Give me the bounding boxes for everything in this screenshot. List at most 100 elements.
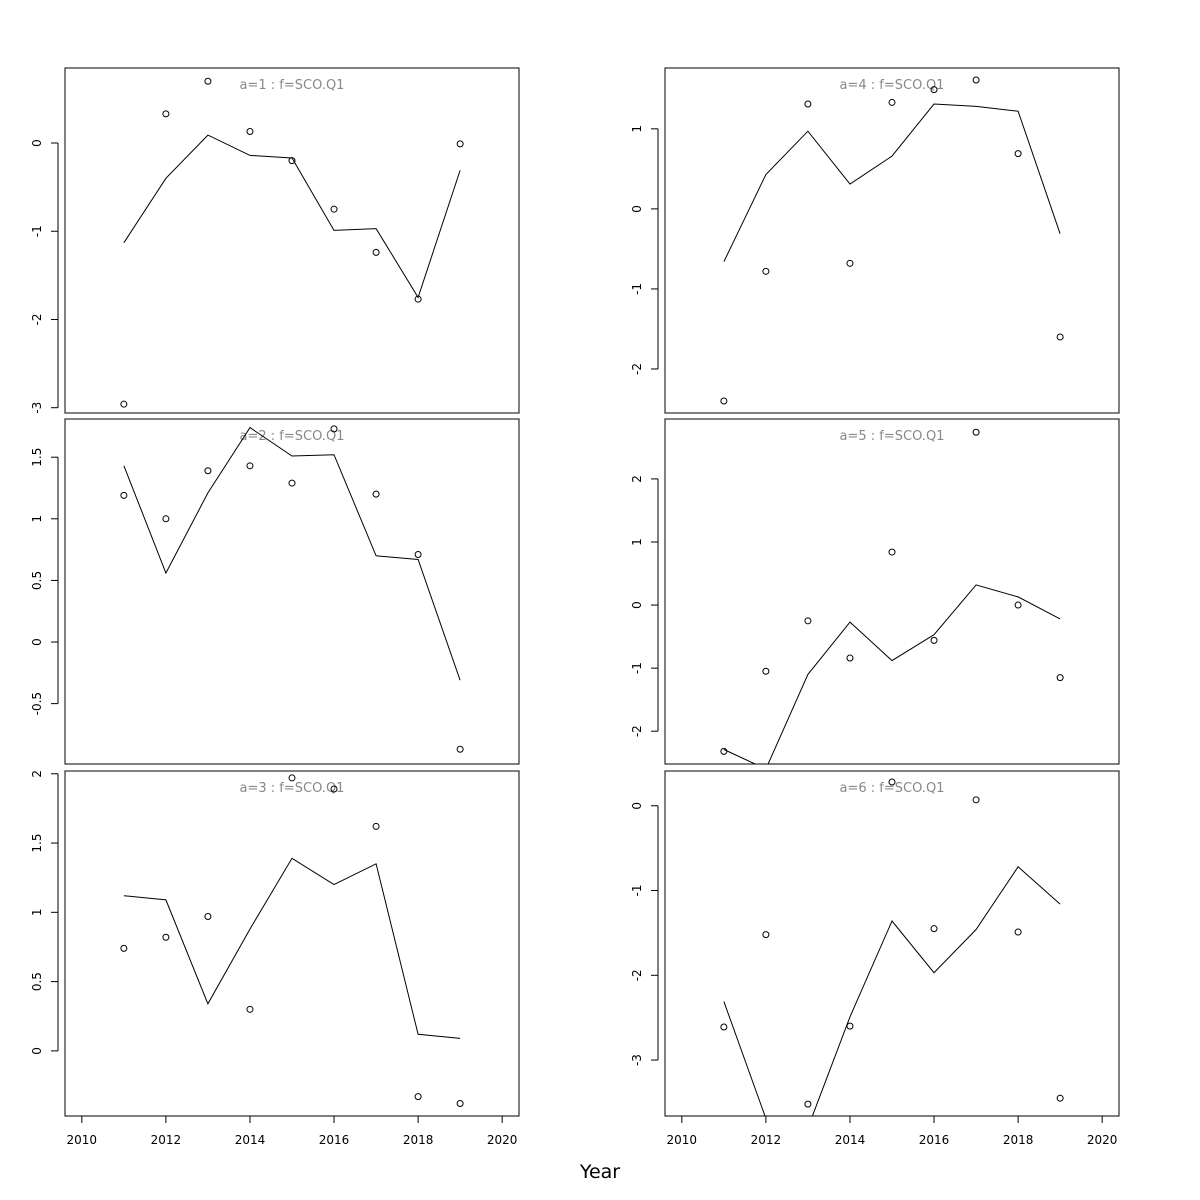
observed-point (162, 110, 170, 118)
fitted-line (723, 866, 1061, 1116)
observed-point (762, 267, 770, 275)
observed-point (1056, 1094, 1064, 1102)
panel-a2: a=2 : f=SCO.Q1 1.5 1 0.5 0 -0.5 (30, 418, 520, 765)
fitted-line (723, 103, 1061, 262)
plot-frame (64, 770, 520, 1117)
observed-point (804, 100, 812, 108)
panel-a5: a=5 : f=SCO.Q1 2 1 0 -1 -2 (630, 418, 1120, 765)
observed-point (456, 140, 464, 148)
observed-point (720, 1023, 728, 1031)
y-tick-label: 0 (30, 1047, 44, 1055)
y-tick-label: 1 (30, 515, 44, 523)
y-tick-label: 0.5 (30, 972, 44, 991)
y-tick-label: -1 (30, 225, 44, 237)
observed-point (1056, 333, 1064, 341)
observed-point (930, 86, 938, 94)
y-tick-label: 0 (630, 601, 644, 609)
observed-point (204, 467, 212, 475)
y-tick-label: 0 (30, 139, 44, 147)
y-tick-label: 1 (630, 125, 644, 133)
fitted-line (123, 857, 461, 1039)
observed-point (120, 944, 128, 952)
panel-a1: a=1 : f=SCO.Q1 0 -1 -2 -3 (30, 67, 520, 414)
observed-point (456, 745, 464, 753)
observed-point (372, 822, 380, 830)
observed-point (888, 778, 896, 786)
observed-point (414, 1093, 422, 1101)
x-tick-label: 2016 (919, 1133, 950, 1147)
fitted-line (123, 426, 461, 681)
observed-point (162, 933, 170, 941)
observed-point (846, 654, 854, 662)
observed-point (1014, 928, 1022, 936)
x-tick-label: 2014 (835, 1133, 866, 1147)
observed-point (804, 617, 812, 625)
x-tick-label: 2012 (151, 1133, 182, 1147)
observed-point (1014, 601, 1022, 609)
x-tick-label: 2018 (403, 1133, 434, 1147)
y-tick-label: -3 (630, 1054, 644, 1066)
y-tick-label: 1.5 (30, 448, 44, 467)
observed-point (162, 515, 170, 523)
y-tick-label: -1 (630, 662, 644, 674)
observed-point (330, 785, 338, 793)
observed-point (288, 157, 296, 165)
plot-frame (664, 67, 1120, 414)
y-tick-label: -1 (630, 283, 644, 295)
observed-point (720, 747, 728, 755)
x-axis-label: Year (579, 1161, 620, 1183)
observed-point (846, 1022, 854, 1030)
y-tick-label: -3 (30, 402, 44, 414)
y-tick-label: 1 (30, 909, 44, 917)
y-tick-label: 2 (630, 475, 644, 483)
plot-frame (664, 418, 1120, 765)
observed-point (720, 397, 728, 405)
observed-point (246, 128, 254, 136)
observed-point (414, 295, 422, 303)
observed-point (888, 548, 896, 556)
y-tick-label: -2 (630, 363, 644, 375)
y-tick-label: 2 (30, 770, 44, 778)
observed-point (930, 636, 938, 644)
y-tick-label: -0.5 (30, 692, 44, 715)
fitted-line (123, 134, 461, 299)
x-tick-label: 2014 (235, 1133, 266, 1147)
y-tick-label: -1 (630, 885, 644, 897)
observed-point (930, 925, 938, 933)
y-tick-label: 1.5 (30, 834, 44, 853)
x-tick-label: 2020 (1087, 1133, 1118, 1147)
observed-point (1056, 674, 1064, 682)
observed-point (246, 462, 254, 470)
y-tick-label: 0 (630, 802, 644, 810)
y-tick-label: -2 (630, 969, 644, 981)
x-tick-label: 2012 (751, 1133, 782, 1147)
x-tick-label: 2018 (1003, 1133, 1034, 1147)
x-tick-label: 2010 (67, 1133, 98, 1147)
observed-point (972, 796, 980, 804)
panel-title: a=4 : f=SCO.Q1 (840, 78, 945, 93)
panel-a3: a=3 : f=SCO.Q1 2 1.5 1 0.5 0 2010 2012 2014 2016 2… (30, 770, 520, 1147)
observed-point (1014, 150, 1022, 158)
panel-title: a=6 : f=SCO.Q1 (840, 781, 945, 796)
y-tick-label: 1 (630, 538, 644, 546)
plot-frame (664, 770, 1120, 1117)
x-tick-label: 2010 (667, 1133, 698, 1147)
x-tick-label: 2016 (319, 1133, 350, 1147)
observed-point (888, 98, 896, 106)
y-tick-label: 0 (30, 638, 44, 646)
observed-point (204, 77, 212, 85)
observed-point (288, 479, 296, 487)
panel-title: a=3 : f=SCO.Q1 (240, 781, 345, 796)
plot-frame (64, 67, 520, 414)
observed-point (246, 1005, 254, 1013)
plot-frame (64, 418, 520, 765)
panel-title: a=5 : f=SCO.Q1 (840, 429, 945, 444)
observed-point (762, 931, 770, 939)
panel-a6: a=6 : f=SCO.Q1 0 -1 -2 -3 2010 2012 2014 2016 201… (630, 770, 1120, 1147)
y-tick-label: 0 (630, 205, 644, 213)
observed-point (762, 667, 770, 675)
x-tick-label: 2020 (487, 1133, 518, 1147)
observed-point (120, 400, 128, 408)
panel-title: a=2 : f=SCO.Q1 (240, 429, 345, 444)
